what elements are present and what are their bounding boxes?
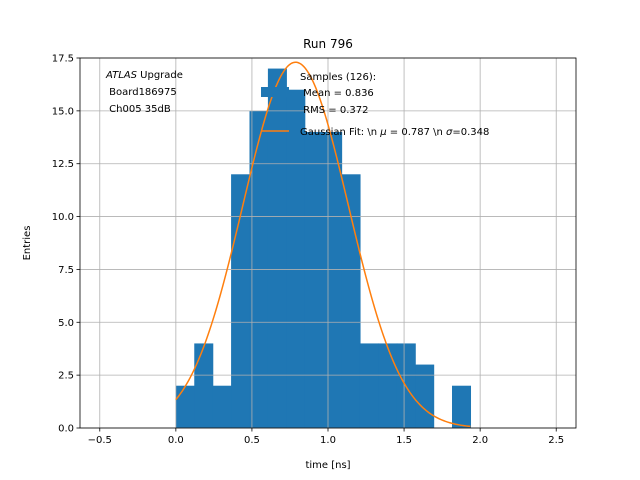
legend-samples-line-2: Mean = 0.836 — [300, 88, 374, 99]
legend-fit-part-a: Gaussian Fit: \n — [300, 127, 380, 138]
histogram-bar — [304, 132, 324, 428]
y-axis-ticks: 0.0 2.5 5.0 7.5 10.0 12.5 15.0 17.5 — [52, 54, 80, 435]
legend-samples-line-3: RMS = 0.372 — [300, 105, 368, 116]
annotation-line-2: Board186975 — [106, 87, 177, 98]
legend-fit-label: Gaussian Fit: \n μ = 0.787 \n σ=0.348 — [300, 127, 489, 138]
legend-samples-line-1: Samples (126): — [300, 72, 376, 83]
gaussian-fit-layer — [175, 61, 471, 428]
legend-fit-part-c: =0.348 — [452, 127, 489, 138]
histogram-bar — [212, 385, 232, 428]
x-tick-label: 2.5 — [548, 435, 564, 446]
x-tick-label: −0.5 — [88, 435, 112, 446]
x-tick-label: 2.0 — [472, 435, 488, 446]
histogram-bar — [378, 343, 398, 428]
y-tick-label: 7.5 — [58, 265, 74, 276]
x-tick-label: 0.5 — [244, 435, 260, 446]
histogram-bar — [415, 364, 435, 428]
legend-fit-part-b: = 0.787 \n — [387, 127, 446, 138]
x-axis-label: time [ns] — [305, 460, 350, 471]
legend-fit-sigma: σ — [446, 127, 453, 138]
annotation-atlas-italic: ATLAS — [105, 70, 138, 81]
histogram-bar — [452, 385, 472, 428]
y-tick-label: 12.5 — [52, 159, 74, 170]
legend-fit-mu: μ — [379, 127, 386, 138]
y-tick-label: 10.0 — [52, 212, 74, 223]
chart-title: Run 796 — [303, 37, 353, 51]
y-tick-label: 15.0 — [52, 106, 74, 117]
x-tick-label: 0.0 — [168, 435, 184, 446]
y-tick-label: 5.0 — [58, 318, 74, 329]
legend: Samples (126): Mean = 0.836 RMS = 0.372 … — [261, 72, 489, 138]
y-tick-label: 2.5 — [58, 371, 74, 382]
histogram-bar — [175, 385, 195, 428]
x-tick-label: 1.5 — [396, 435, 412, 446]
y-tick-label: 17.5 — [52, 54, 74, 65]
gaussian-fit-curve — [175, 61, 471, 428]
y-tick-label: 0.0 — [58, 424, 74, 435]
x-tick-label: 1.0 — [320, 435, 336, 446]
histogram-bar — [323, 132, 343, 428]
annotation-upgrade: Upgrade — [137, 70, 183, 81]
annotation-line-1: ATLAS Upgrade — [105, 70, 183, 81]
histogram-bar — [194, 343, 214, 428]
histogram-bar — [267, 68, 287, 428]
y-axis-label: Entries — [22, 226, 33, 261]
histogram-bar — [359, 343, 379, 428]
histogram-bar — [231, 174, 251, 428]
atlas-annotation: ATLAS Upgrade Board186975 Ch005 35dB — [105, 70, 183, 115]
x-axis-ticks: −0.5 0.0 0.5 1.0 1.5 2.0 2.5 — [88, 428, 564, 446]
histogram-bar — [286, 89, 306, 429]
legend-swatch-samples — [261, 87, 289, 97]
annotation-line-3: Ch005 35dB — [106, 104, 171, 115]
histogram-bar — [341, 174, 361, 428]
